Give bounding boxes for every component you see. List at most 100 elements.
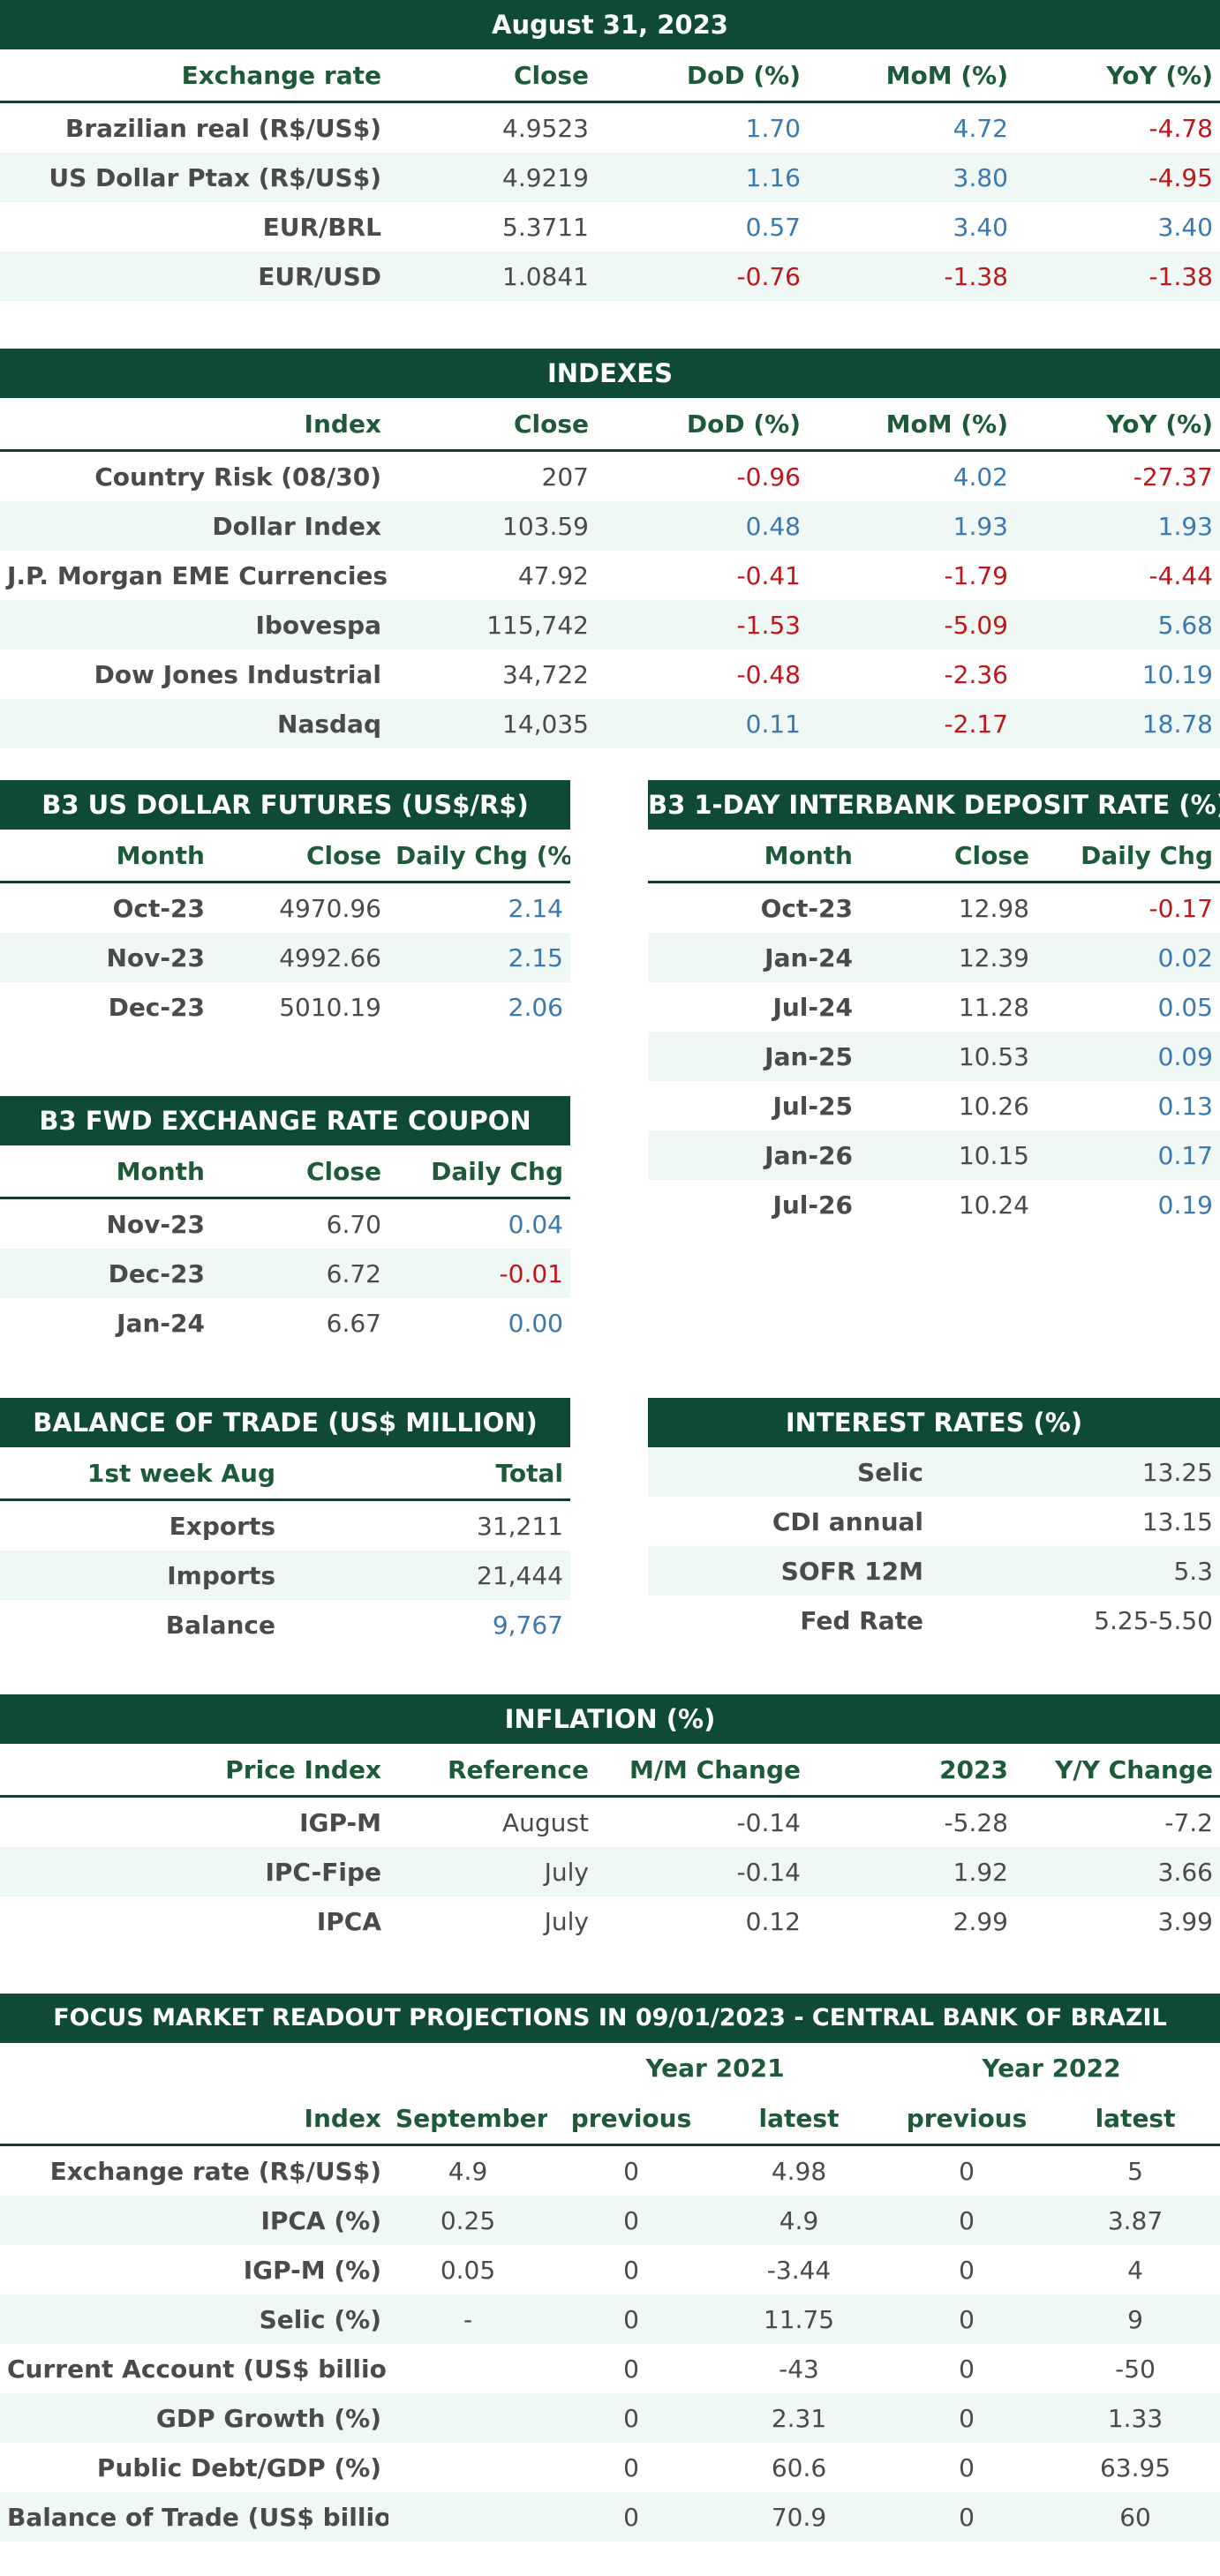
col-header: DoD (%) bbox=[596, 398, 808, 452]
col-header: Month bbox=[0, 1145, 212, 1199]
mm-value: 0.12 bbox=[745, 1906, 801, 1936]
month-label: Nov-23 bbox=[0, 933, 212, 982]
latest-2022-value: 1.33 bbox=[1051, 2393, 1220, 2443]
col-header: latest bbox=[715, 2092, 884, 2146]
mom-value: 3.80 bbox=[808, 153, 1015, 202]
interest-rates-table: Selic 13.25 CDI annual 13.15 SOFR 12M 5.… bbox=[648, 1447, 1220, 1645]
close-value: 4992.66 bbox=[212, 933, 388, 982]
row-label: IPCA (%) bbox=[0, 2196, 388, 2245]
mom-value: -1.38 bbox=[808, 252, 1015, 301]
usd-futures-section: B3 US DOLLAR FUTURES (US$/R$) Month Clos… bbox=[0, 780, 570, 1032]
di-rate-section: B3 1-DAY INTERBANK DEPOSIT RATE (%) Mont… bbox=[648, 780, 1220, 1229]
col-header: MoM (%) bbox=[808, 398, 1015, 452]
total-value: 9,767 bbox=[492, 1610, 563, 1640]
dod-value: -1.53 bbox=[596, 600, 808, 650]
month-label: Dec-23 bbox=[108, 992, 205, 1022]
table-row: Nov-23 4992.66 2.15 bbox=[0, 933, 570, 982]
close-value: 4.9523 bbox=[502, 113, 589, 143]
table-row: Oct-23 4970.96 2.14 bbox=[0, 882, 570, 934]
col-header: MoM (%) bbox=[808, 49, 1015, 103]
indexes-section: INDEXES Index Close DoD (%) MoM (%) YoY … bbox=[0, 349, 1220, 748]
col-header: Index bbox=[0, 398, 388, 452]
col-header: Price Index bbox=[0, 1744, 388, 1798]
table-row: IPCA July 0.12 2.99 3.99 bbox=[0, 1896, 1220, 1946]
previous-2022-value: 0 bbox=[959, 2354, 975, 2384]
trade-section: BALANCE OF TRADE (US$ MILLION) 1st week … bbox=[0, 1398, 570, 1649]
dod-value: 0.57 bbox=[745, 212, 801, 242]
table-row: Nov-23 6.70 0.04 bbox=[0, 1198, 570, 1250]
col-header: Close bbox=[212, 1145, 388, 1199]
row-label: EUR/BRL bbox=[262, 212, 381, 242]
row-label: Public Debt/GDP (%) bbox=[96, 2452, 381, 2482]
row-label: Balance of Trade (US$ billion) bbox=[0, 2492, 388, 2542]
inflation-section: INFLATION (%) Price Index Reference M/M … bbox=[0, 1694, 1220, 1946]
row-label: Nasdaq bbox=[0, 699, 388, 748]
table-row: Jan-25 10.53 0.09 bbox=[648, 1032, 1220, 1081]
trade-title: BALANCE OF TRADE (US$ MILLION) bbox=[0, 1398, 570, 1447]
row-label: Dow Jones Industrial bbox=[94, 659, 381, 689]
indexes-title: INDEXES bbox=[0, 349, 1220, 398]
rate-value: 13.25 bbox=[930, 1447, 1220, 1497]
close-value: 34,722 bbox=[502, 659, 589, 689]
table-row: Dollar Index 103.59 0.48 1.93 1.93 bbox=[0, 501, 1220, 551]
close-value: 12.39 bbox=[860, 933, 1036, 982]
latest-2021-value: 4.9 bbox=[715, 2196, 884, 2245]
col-header: DoD (%) bbox=[596, 49, 808, 103]
month-label: Oct-23 bbox=[112, 893, 205, 923]
month-label: Jul-24 bbox=[772, 992, 853, 1022]
row-label: IPC-Fipe bbox=[0, 1847, 388, 1896]
table-header: Month Close Daily Chg bbox=[648, 830, 1220, 883]
close-value: 5010.19 bbox=[279, 992, 381, 1022]
row-label: EUR/USD bbox=[0, 252, 388, 301]
row-label: Dollar Index bbox=[0, 501, 388, 551]
latest-2021-value: 11.75 bbox=[715, 2294, 884, 2344]
fwd-coupon-section: B3 FWD EXCHANGE RATE COUPON Month Close … bbox=[0, 1096, 570, 1348]
close-value: 1.0841 bbox=[388, 252, 596, 301]
table-row: Ibovespa 115,742 -1.53 -5.09 5.68 bbox=[0, 600, 1220, 650]
focus-title: FOCUS MARKET READOUT PROJECTIONS IN 09/0… bbox=[0, 1994, 1220, 2043]
col-header: previous bbox=[883, 2092, 1051, 2146]
table-header: Price Index Reference M/M Change 2023 Y/… bbox=[0, 1744, 1220, 1798]
row-label: IGP-M bbox=[299, 1807, 381, 1837]
col-header: Y/Y Change bbox=[1015, 1744, 1220, 1798]
table-row: Current Account (US$ billion) 0 -43 0 -5… bbox=[0, 2344, 1220, 2393]
col-header: 2023 bbox=[808, 1744, 1015, 1798]
row-label: Fed Rate bbox=[800, 1605, 923, 1635]
focus-section: FOCUS MARKET READOUT PROJECTIONS IN 09/0… bbox=[0, 1994, 1220, 2542]
month-label: Oct-23 bbox=[760, 893, 853, 923]
table-row: Jan-26 10.15 0.17 bbox=[648, 1130, 1220, 1180]
daily-chg-value: -0.17 bbox=[1148, 893, 1213, 923]
latest-2021-value: 60.6 bbox=[771, 2452, 827, 2482]
table-row: Selic 13.25 bbox=[648, 1447, 1220, 1497]
col-header: M/M Change bbox=[596, 1744, 808, 1798]
previous-2021-value: 0 bbox=[547, 2492, 715, 2542]
col-header: September bbox=[388, 2092, 547, 2146]
row-label: CDI annual bbox=[772, 1506, 923, 1536]
table-row: Dec-23 5010.19 2.06 bbox=[0, 982, 570, 1032]
year-2022-header: Year 2022 bbox=[982, 2053, 1121, 2083]
previous-2022-value: 0 bbox=[883, 2393, 1051, 2443]
close-value: 115,742 bbox=[388, 600, 596, 650]
month-label: Nov-23 bbox=[106, 1209, 205, 1239]
latest-2022-value: 4 bbox=[1127, 2255, 1143, 2285]
col-header: Index bbox=[0, 2092, 388, 2146]
previous-2022-value: 0 bbox=[959, 2156, 975, 2186]
latest-2022-value: 9 bbox=[1051, 2294, 1220, 2344]
dod-value: 1.70 bbox=[745, 113, 801, 143]
interest-rates-section: INTEREST RATES (%) Selic 13.25 CDI annua… bbox=[648, 1398, 1220, 1645]
table-row: GDP Growth (%) 0 2.31 0 1.33 bbox=[0, 2393, 1220, 2443]
row-label: SOFR 12M bbox=[648, 1546, 930, 1596]
table-row: Country Risk (08/30) 207 -0.96 4.02 -27.… bbox=[0, 451, 1220, 502]
table-header: Index Close DoD (%) MoM (%) YoY (%) bbox=[0, 398, 1220, 452]
previous-2021-value: 0 bbox=[623, 2452, 639, 2482]
col-header: Close bbox=[388, 49, 596, 103]
daily-chg-value: -0.01 bbox=[388, 1249, 570, 1298]
close-value: 103.59 bbox=[388, 501, 596, 551]
table-row: IPCA (%) 0.25 0 4.9 0 3.87 bbox=[0, 2196, 1220, 2245]
col-header: Exchange rate bbox=[0, 49, 388, 103]
month-label: Jan-26 bbox=[648, 1130, 860, 1180]
mom-value: -1.79 bbox=[944, 560, 1008, 590]
table-row: Dec-23 6.72 -0.01 bbox=[0, 1249, 570, 1298]
daily-chg-value: 0.19 bbox=[1157, 1190, 1213, 1220]
daily-chg-value: 2.15 bbox=[388, 933, 570, 982]
